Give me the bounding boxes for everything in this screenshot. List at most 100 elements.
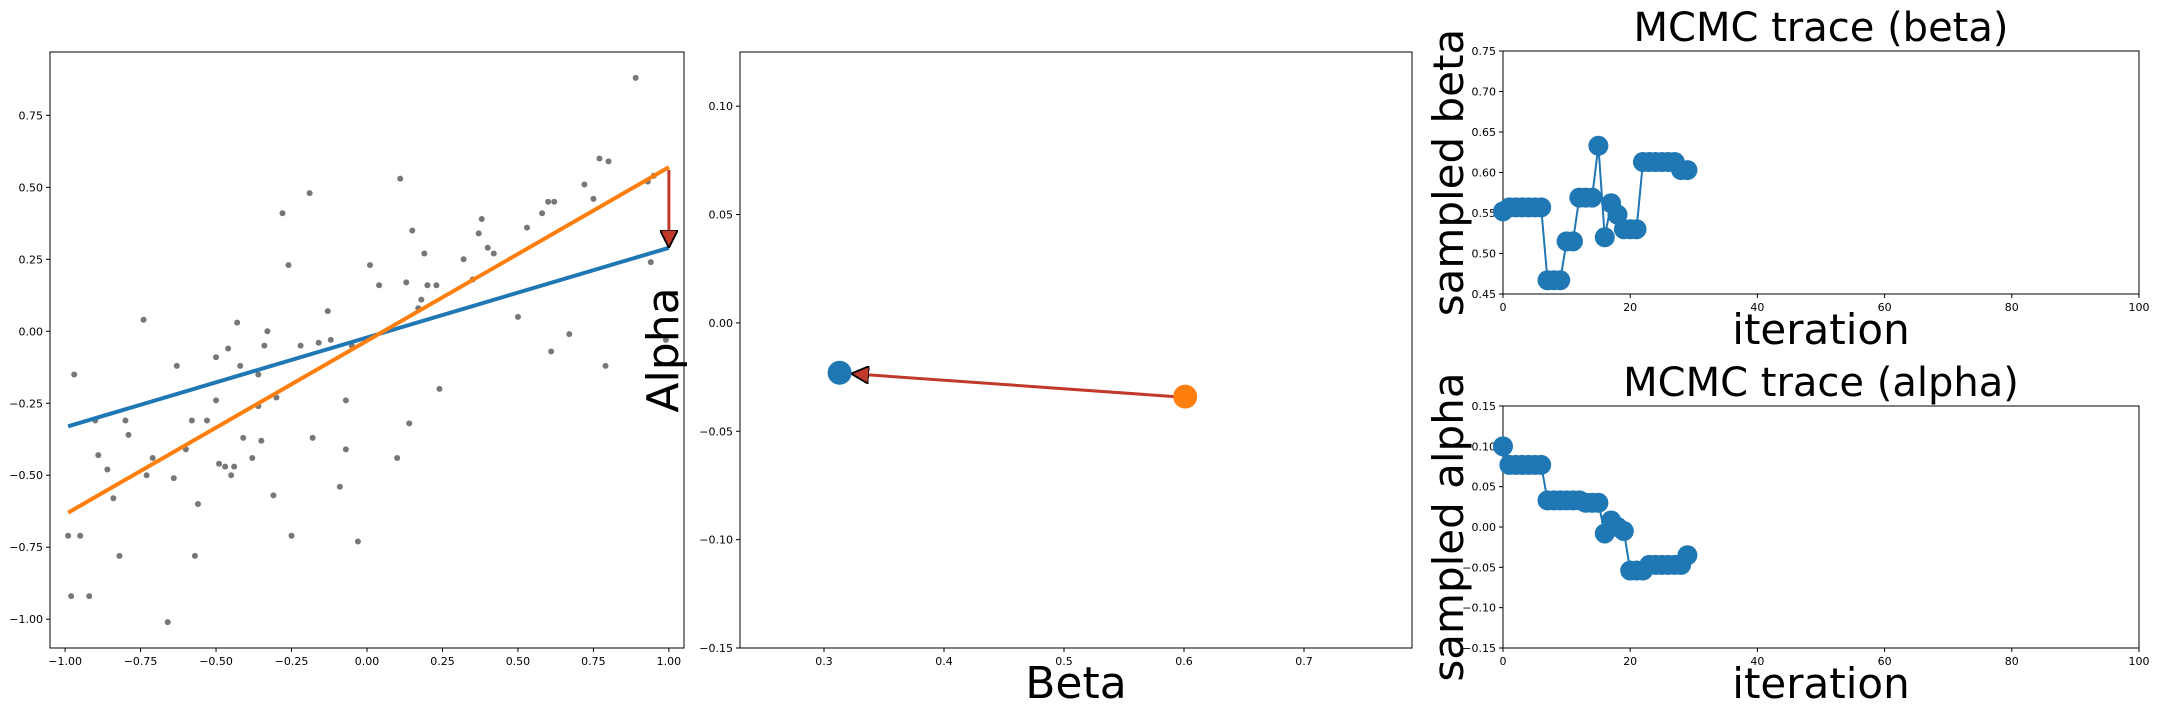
- data-point: [170, 475, 177, 482]
- data-point: [327, 336, 334, 343]
- y-tick-label: 0.00: [709, 317, 734, 330]
- data-point: [306, 190, 313, 197]
- data-point: [213, 354, 220, 361]
- data-point: [110, 495, 117, 502]
- trace-point: [1588, 135, 1609, 156]
- data-point: [191, 552, 198, 559]
- x-tick-label: 100: [2129, 301, 2150, 314]
- y-tick-label: −0.15: [699, 642, 733, 655]
- data-point: [403, 279, 410, 286]
- x-tick-label: 60: [1878, 655, 1892, 668]
- data-point: [65, 532, 72, 539]
- data-point: [116, 552, 123, 559]
- x-tick-label: 20: [1623, 301, 1637, 314]
- x-tick-label: 60: [1878, 301, 1892, 314]
- y-tick-label: 0.65: [1472, 126, 1497, 139]
- x-axis-label: Beta: [1025, 658, 1126, 709]
- x-tick-label: 0.4: [935, 655, 953, 668]
- x-tick-label: 20: [1623, 655, 1637, 668]
- data-point: [86, 593, 93, 600]
- y-tick-label: 0.55: [1472, 207, 1497, 220]
- x-tick-label: 0: [1500, 655, 1507, 668]
- data-point: [255, 371, 262, 378]
- x-axis-label: iteration: [1732, 305, 1909, 354]
- trace-point: [1613, 521, 1634, 542]
- data-point: [433, 282, 440, 289]
- data-point: [125, 431, 132, 438]
- data-point: [605, 158, 612, 165]
- data-point: [475, 230, 482, 237]
- y-tick-label: 0.75: [19, 109, 44, 122]
- y-tick-label: 0.10: [1472, 440, 1497, 453]
- x-tick-label: 80: [2005, 655, 2019, 668]
- data-point: [71, 371, 78, 378]
- x-tick-label: 0.00: [355, 655, 380, 668]
- data-point: [264, 328, 271, 335]
- data-point: [173, 362, 180, 369]
- x-tick-label: −1.00: [48, 655, 82, 668]
- trace-point: [1582, 187, 1603, 208]
- x-tick-label: 1.00: [657, 655, 682, 668]
- regression-panel: −1.00 −0.75 −0.50 −0.25 0.00 0.25 0.50 0.75 1.00…: [9, 51, 685, 668]
- data-point: [309, 434, 316, 441]
- update-arrow: [854, 374, 1175, 399]
- data-point: [234, 319, 241, 326]
- data-point: [164, 619, 171, 626]
- x-tick-label: −0.25: [275, 655, 309, 668]
- data-point: [216, 460, 223, 467]
- data-point: [194, 501, 201, 508]
- y-tick-label: 0.70: [1472, 86, 1497, 99]
- y-tick-label: −1.00: [9, 613, 43, 626]
- y-tick-label: 0.00: [1472, 521, 1497, 534]
- axes-frame: [1502, 50, 2140, 295]
- x-tick-label: 0.3: [815, 655, 833, 668]
- orange-parameter-point: [1173, 384, 1198, 409]
- trace-beta-panel: 0 20 40 60 80 100 0.45 0.50 0.55 0.60 0.65 0.70 0.75…: [1424, 5, 2150, 354]
- x-tick-label: 40: [1750, 655, 1764, 668]
- x-tick-label: 0.5: [1055, 655, 1073, 668]
- y-tick-label: 0.60: [1472, 167, 1497, 180]
- data-point: [424, 282, 431, 289]
- data-point: [514, 313, 521, 320]
- x-tick-label: 0.25: [430, 655, 455, 668]
- data-point: [590, 195, 597, 202]
- x-tick-label: −0.75: [124, 655, 158, 668]
- y-tick-label: 0.75: [1472, 45, 1497, 58]
- data-point: [258, 437, 265, 444]
- data-point: [394, 454, 401, 461]
- data-point: [418, 296, 425, 303]
- data-point: [376, 282, 383, 289]
- y-tick-label: −0.10: [1462, 602, 1496, 615]
- y-tick-label: 0.05: [709, 209, 734, 222]
- y-tick-label: 0.25: [19, 253, 44, 266]
- data-point: [279, 210, 286, 217]
- data-point: [213, 397, 220, 404]
- y-tick-label: 0.00: [19, 325, 44, 338]
- x-tick-label: 40: [1750, 301, 1764, 314]
- axes-frame: [49, 51, 685, 649]
- y-tick-label: 0.10: [709, 100, 734, 113]
- data-point: [647, 259, 654, 266]
- x-axis-label: iteration: [1732, 659, 1909, 708]
- data-point: [436, 385, 443, 392]
- y-tick-label: −0.10: [699, 534, 733, 547]
- axes-frame: [739, 51, 1413, 649]
- data-point: [285, 262, 292, 269]
- x-tick-label: 0.6: [1175, 655, 1193, 668]
- x-tick-label: −0.50: [199, 655, 233, 668]
- trace-point: [1531, 454, 1552, 475]
- data-point: [551, 198, 558, 205]
- data-point: [188, 417, 195, 424]
- data-point: [524, 224, 531, 231]
- trace-point: [1594, 227, 1615, 248]
- data-point: [68, 593, 75, 600]
- data-point: [140, 316, 147, 323]
- trace-point: [1677, 545, 1698, 566]
- x-tick-label: 0.7: [1295, 655, 1313, 668]
- y-tick-label: −0.05: [1462, 561, 1496, 574]
- data-point: [336, 483, 343, 490]
- y-axis-label: sampled beta: [1424, 29, 1473, 316]
- y-axis-label: sampled alpha: [1424, 372, 1473, 681]
- data-point: [231, 463, 238, 470]
- y-tick-label: −0.25: [9, 397, 43, 410]
